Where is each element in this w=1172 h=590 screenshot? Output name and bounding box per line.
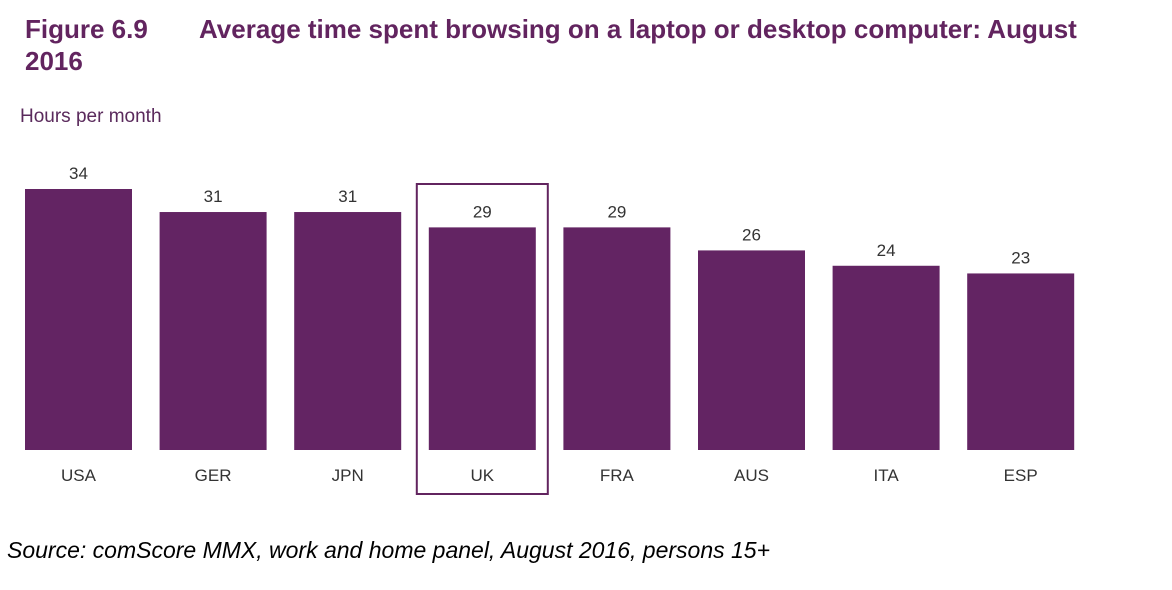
- category-label-esp: ESP: [1004, 466, 1038, 485]
- highlight-box-uk: [415, 183, 549, 495]
- data-label-ita: 24: [877, 241, 896, 260]
- bar-esp: [967, 273, 1075, 450]
- source-note: Source: comScore MMX, work and home pane…: [7, 537, 771, 563]
- category-label-ger: GER: [195, 466, 232, 485]
- category-label-uk: UK: [470, 466, 494, 485]
- data-label-usa: 34: [69, 164, 88, 183]
- bar-uk: [428, 227, 536, 450]
- category-label-ita: ITA: [874, 466, 900, 485]
- figure-title-continued: 2016: [25, 46, 83, 76]
- data-label-aus: 26: [742, 225, 761, 244]
- figure-number: Figure 6.9: [25, 14, 148, 44]
- data-label-uk: 29: [473, 202, 492, 221]
- category-label-aus: AUS: [734, 466, 769, 485]
- category-label-jpn: JPN: [332, 466, 364, 485]
- figure-title: Average time spent browsing on a laptop …: [199, 14, 1077, 44]
- category-label-usa: USA: [61, 466, 97, 485]
- data-label-ger: 31: [204, 187, 223, 206]
- bar-ita: [832, 265, 940, 450]
- bar-aus: [698, 250, 805, 450]
- data-label-jpn: 31: [338, 187, 357, 206]
- bar-fra: [563, 227, 671, 450]
- bar-chart: 34 USA 31 GER 31 JPN 29 UK 29 FRA 26 AUS 24 ITA 23 ESP: [25, 164, 1075, 495]
- data-label-fra: 29: [607, 202, 626, 221]
- bar-jpn: [294, 212, 402, 450]
- data-label-esp: 23: [1011, 248, 1030, 267]
- bar-ger: [159, 212, 267, 450]
- category-label-fra: FRA: [600, 466, 635, 485]
- y-axis-unit-label: Hours per month: [20, 106, 162, 127]
- bar-usa: [25, 189, 132, 450]
